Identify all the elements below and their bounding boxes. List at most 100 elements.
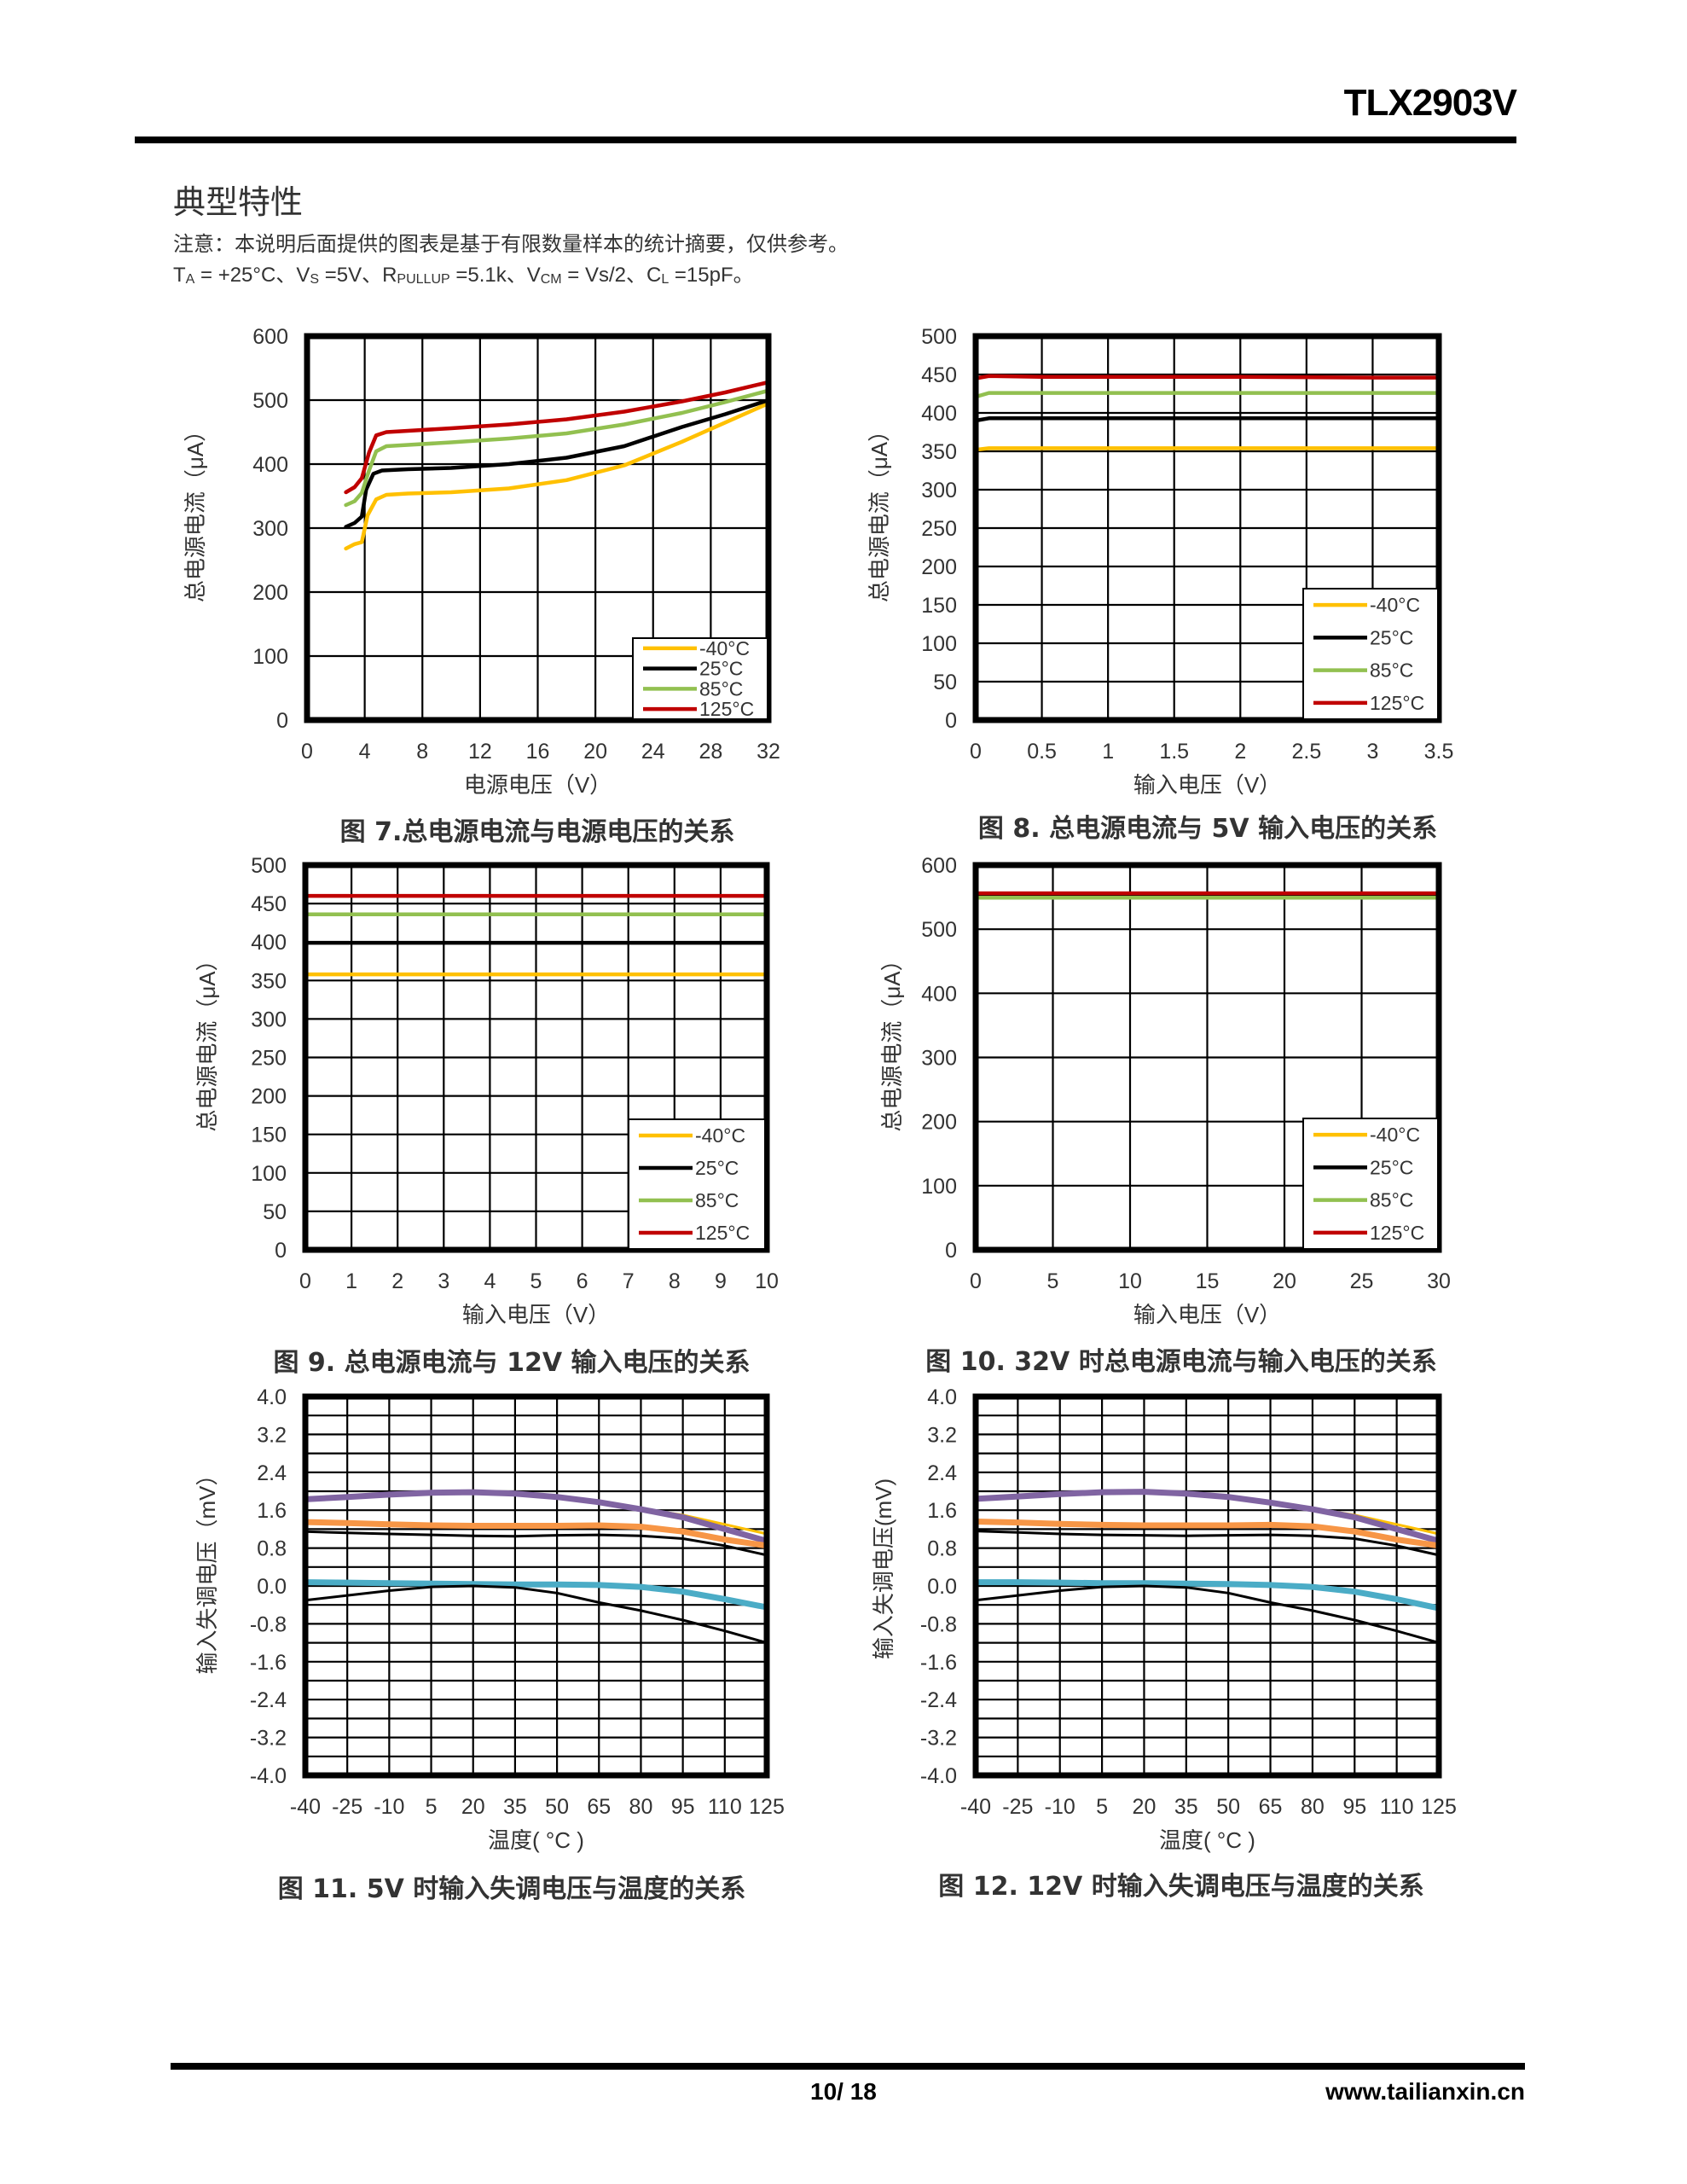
cond-vs-val: =5V、 [319, 264, 383, 287]
legend-label: 125°C [1370, 692, 1424, 714]
y-tick-label: 200 [251, 1085, 287, 1109]
plot-frame [972, 1393, 1442, 1779]
x-tick-label: 2 [1234, 740, 1246, 764]
y-tick-labels: 0 100 200 300 400 500 600 [252, 325, 288, 733]
legend-box [632, 637, 768, 720]
x-tick-label: 5 [1047, 1269, 1059, 1293]
chart-fig10: 0 100 200 300 400 500 600 0 5 10 15 20 25 30 输入电压（V） 总电… [879, 854, 1451, 1327]
y-tick-label: 0 [276, 709, 288, 733]
y-tick-label: 300 [251, 1008, 287, 1031]
series-line-cyan [302, 1579, 770, 1611]
x-tick-label: -25 [1002, 1795, 1033, 1819]
legend-box [1302, 1118, 1439, 1250]
y-tick-label: 100 [921, 1175, 957, 1199]
x-tick-label: 6 [577, 1269, 588, 1293]
x-tick-label: 10 [755, 1269, 779, 1293]
test-conditions: TA = +25°C、VS =5V、RPULLUP =5.1k、VCM = Vs… [173, 258, 754, 288]
series-line-85c [344, 388, 771, 508]
y-axis-label: 输入失调电压（mV） [194, 1463, 220, 1674]
x-tick-label: -40 [960, 1795, 991, 1819]
caption-fig7: 图 7.总电源电流与电源电压的关系 [339, 817, 735, 847]
y-tick-label: 450 [921, 363, 957, 387]
plot-frame [302, 1393, 770, 1779]
y-tick-label: 2.4 [927, 1461, 957, 1485]
y-tick-label: 250 [251, 1047, 287, 1071]
x-tick-label: 28 [699, 740, 722, 764]
chart-fig8: 0 50 100 150 200 250 300 350 400 450 500 0 0.5 1 1.5 2 2… [867, 325, 1453, 798]
grid [976, 336, 1439, 720]
y-tick-label: 100 [921, 632, 957, 656]
y-tick-label: 300 [921, 479, 957, 502]
y-tick-label: -4.0 [920, 1764, 957, 1788]
x-tick-label: 65 [1259, 1795, 1283, 1819]
x-tick-label: 80 [1301, 1795, 1325, 1819]
y-tick-label: -0.8 [250, 1612, 287, 1636]
y-tick-label: 4.0 [927, 1385, 957, 1409]
footer-rule [171, 2063, 1525, 2070]
y-tick-label: 100 [252, 645, 288, 669]
y-tick-label: 200 [252, 581, 288, 605]
legend-box [628, 1118, 766, 1250]
legend-label: -40°C [1370, 594, 1420, 616]
document-title: TLX2903V [1343, 82, 1517, 124]
x-tick-label: 95 [671, 1795, 695, 1819]
x-tick-label: 5 [530, 1269, 542, 1293]
y-tick-label: 300 [921, 1047, 957, 1071]
x-tick-labels: 0 4 8 12 16 20 24 28 32 [301, 740, 780, 764]
cond-rp-val: =5.1k、 [449, 264, 527, 287]
legend-label: 85°C [699, 677, 743, 700]
x-tick-label: 8 [416, 740, 428, 764]
x-tick-label: 0 [970, 740, 982, 764]
y-tick-label: 500 [251, 854, 287, 878]
chart-fig12: -4.0-3.2-2.4-1.6-0.80.00.81.62.43.24.0-4… [871, 1385, 1457, 1853]
y-tick-label: -0.8 [920, 1612, 957, 1636]
series-line-85c [973, 391, 1441, 399]
y-tick-label: 500 [921, 918, 957, 942]
y-tick-label: 2.4 [257, 1461, 287, 1485]
series-line-blackupper [304, 1530, 768, 1557]
cond-ta-sub: A [185, 272, 195, 287]
y-tick-label: 600 [921, 854, 957, 878]
series-line-125c [344, 380, 771, 495]
y-tick-label: 250 [921, 517, 957, 541]
website-link[interactable]: www.tailianxin.cn [1325, 2078, 1525, 2105]
series-line-125c [973, 374, 1441, 380]
y-axis-label: 总电源电流（μA） [183, 420, 208, 602]
series-line-blackupper [974, 1530, 1441, 1557]
y-tick-label: 0.0 [927, 1575, 957, 1599]
caption-fig9: 图 9. 总电源电流与 12V 输入电压的关系 [273, 1348, 751, 1378]
y-tick-label: -2.4 [250, 1688, 287, 1712]
y-axis-label: 总电源电流（μA） [867, 420, 892, 602]
y-tick-label: 400 [251, 931, 287, 955]
caption-fig11: 图 11. 5V 时输入失调电压与温度的关系 [277, 1874, 746, 1904]
x-tick-label: 15 [1196, 1269, 1220, 1293]
series-group [973, 374, 1441, 452]
x-tick-label: 12 [468, 740, 492, 764]
y-tick-label: -3.2 [250, 1727, 287, 1751]
x-tick-label: 0 [970, 1269, 982, 1293]
series-line-purple [972, 1489, 1442, 1544]
x-tick-label: 24 [641, 740, 665, 764]
legend-label: 85°C [1370, 1189, 1413, 1211]
cond-vcm-sub: CM [540, 272, 562, 287]
header-rule [135, 136, 1516, 143]
cond-cl: C [646, 264, 662, 287]
x-tick-label: 110 [1380, 1795, 1414, 1819]
chart-fig11: -4.0-3.2-2.4-1.6-0.80.00.81.62.43.24.0-4… [194, 1385, 785, 1853]
cond-vs: V [296, 264, 310, 287]
x-tick-label: 2.5 [1291, 740, 1321, 764]
y-tick-label: 500 [252, 389, 288, 413]
cond-vcm: V [526, 264, 541, 287]
series-group [972, 1489, 1442, 1645]
x-tick-label: 35 [1174, 1795, 1198, 1819]
y-tick-label: 350 [921, 440, 957, 464]
y-tick-labels: 0 50 100 150 200 250 300 350 400 450 500 [921, 325, 957, 733]
x-tick-label: 3 [438, 1269, 449, 1293]
section-heading: 典型特性 [173, 183, 304, 221]
legend-box [1302, 588, 1439, 720]
y-tick-label: 0.8 [927, 1537, 957, 1561]
